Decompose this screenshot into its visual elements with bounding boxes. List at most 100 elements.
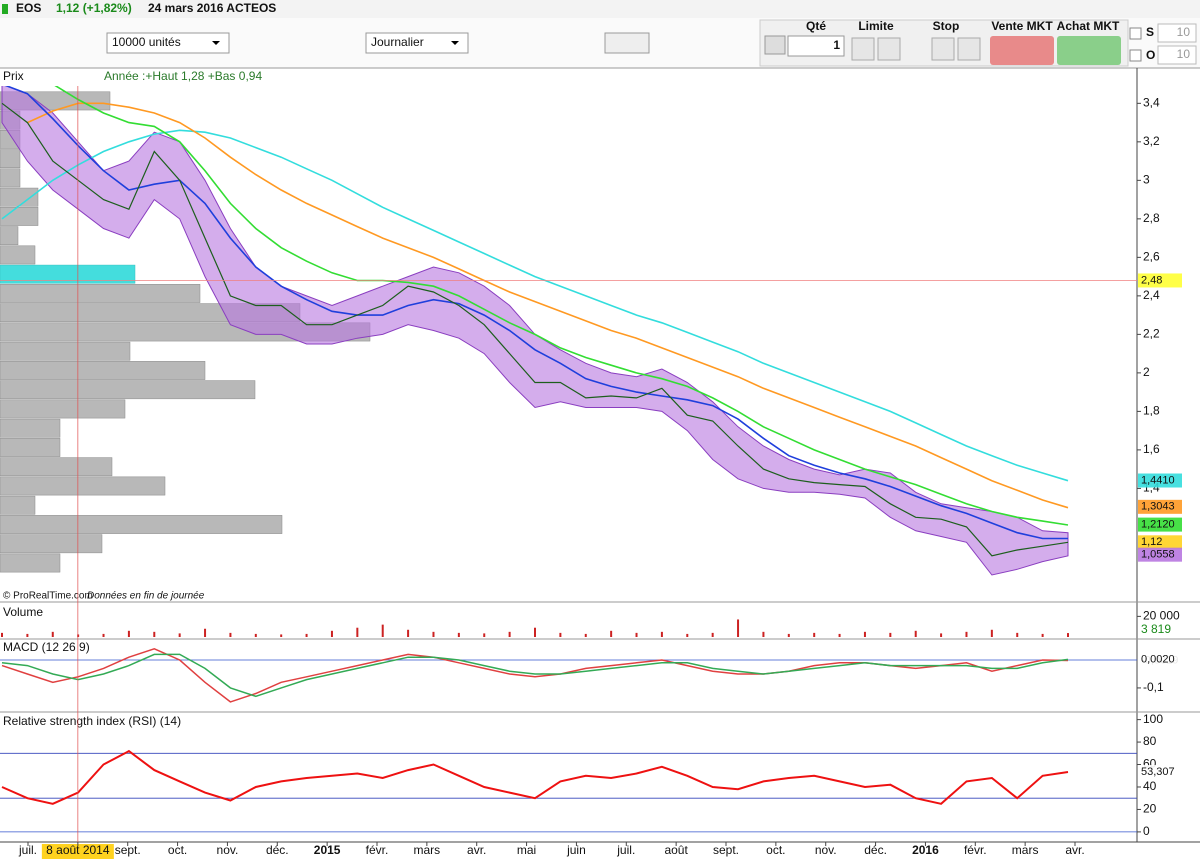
limit-sell[interactable] [877,37,901,61]
period-text[interactable]: Journalier [371,35,424,49]
volume-bar [838,633,841,637]
limit-buy[interactable] [851,37,875,61]
credit: © ProRealTime.com [3,591,93,602]
volume-bar [178,633,181,637]
volume-bar [330,630,333,637]
volume-bar [1041,633,1044,637]
volume-profile-bar [0,226,19,246]
quantity-select[interactable] [106,32,230,54]
value-badge: 1,2120 [1141,519,1175,531]
volume-bar [280,634,283,637]
volume-bar [863,631,866,637]
volume-profile-bar [0,187,39,207]
cursor-label-bg [41,844,114,859]
o-value[interactable]: 10 [1177,47,1191,61]
series-line [1,102,1069,557]
x-tick-label: nov. [815,843,837,857]
volume-profile-bar [0,399,126,419]
y-tick-label: 20 [1143,802,1157,816]
panel-title: Relative strength index (RSI) (14) [3,714,181,728]
volume-bar [457,632,460,637]
volume-bar [1016,632,1019,637]
x-tick-label: nov. [217,843,239,857]
volume-bar [407,629,410,637]
volume-bar [635,632,638,637]
volume-profile-bar [0,438,61,457]
h-line-label: 2,48 [1141,274,1162,286]
volume-profile-bar [0,457,113,477]
credit-note: Données en fin de journée [87,591,205,602]
s-value[interactable]: 10 [1177,25,1191,39]
y-tick-label: 1,8 [1143,404,1160,418]
x-tick-label: sept. [713,843,739,857]
series-line [1,129,1069,482]
chart-type-button[interactable] [604,32,650,54]
volume-bar [610,630,613,637]
volume-profile-bar [0,495,36,515]
quantity-text[interactable]: 10000 unités [112,35,181,49]
volume-bar [787,633,790,637]
panel-title: MACD (12 26 9) [3,640,90,654]
x-tick-label: oct. [766,843,785,857]
settings-button[interactable] [764,35,786,55]
s-checkbox[interactable] [1129,27,1142,40]
volume-bar [432,631,435,637]
y-tick-label: 2,8 [1143,211,1160,225]
symbol[interactable]: EOS [16,1,41,15]
volume-bar [737,619,740,637]
volume-bar [127,630,130,637]
volume-bar [940,633,943,637]
x-tick-label: juil. [616,843,635,857]
y-tick-label: 80 [1143,734,1157,748]
x-tick-label: avr. [1065,843,1084,857]
volume-profile-bar [0,149,21,169]
sell-button[interactable] [990,36,1054,65]
volume-bar [26,633,29,637]
panel-3 [0,749,1137,833]
qty-input[interactable] [787,35,845,57]
last-value-label: 3 819 [1141,622,1171,636]
x-tick-label: août [664,843,688,857]
volume-bar [813,632,816,637]
qty-value[interactable]: 1 [833,38,840,52]
volume-bar [381,624,384,637]
volume-bar [965,631,968,637]
volume-bar [990,629,993,637]
value-badge-bg [1138,473,1182,488]
value-badge: 1,3043 [1141,501,1175,513]
x-tick-label: 2016 [912,843,939,857]
volume-profile-bar [0,515,283,534]
arrow [212,41,220,45]
last-value-label-bg [1138,652,1182,667]
volume-profile-bar [0,553,61,573]
y-tick-label: 1,6 [1143,442,1160,456]
x-tick-label: déc. [266,843,289,857]
volume-profile-bar [0,207,39,226]
limit-label: Limite [858,19,894,33]
x-tick-label: déc. [864,843,887,857]
volume-profile-bar [0,168,21,188]
volume-profile-bar [0,245,36,265]
stop-buy[interactable] [931,37,955,61]
period-select[interactable] [365,32,469,54]
volume-bar [534,627,536,637]
series-line [1,647,1069,703]
o-checkbox[interactable] [1129,49,1142,62]
x-tick-label: mai [517,843,536,857]
volume-bar [254,633,257,637]
stop-sell[interactable] [957,37,981,61]
buy-button[interactable] [1057,36,1121,65]
volume-bar [762,631,765,637]
volume-profile-bar [0,264,136,284]
volume-profile-bar [0,534,103,554]
o-input[interactable] [1157,45,1197,65]
x-tick-label: sept. [115,843,141,857]
s-input[interactable] [1157,23,1197,43]
value-badge-bg [1138,499,1182,514]
volume-bar [204,628,207,637]
y-tick-label: 2,6 [1143,250,1160,264]
x-tick-label: mars [414,843,441,857]
volume-profile-bar [0,284,201,303]
panel-title: Volume [3,605,43,619]
